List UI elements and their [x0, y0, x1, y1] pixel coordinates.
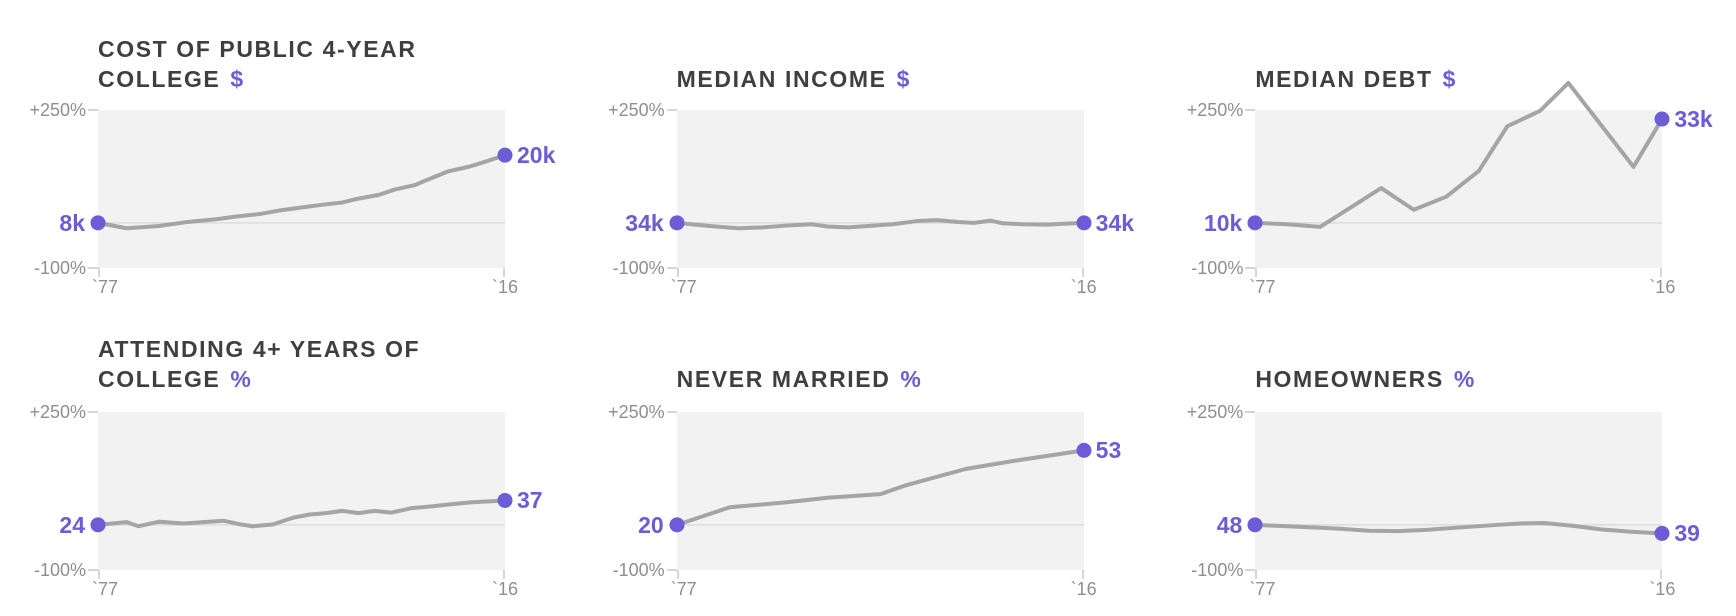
start-point-dot	[90, 215, 106, 231]
y-axis-label-top: +250%	[608, 402, 665, 422]
x-axis-label-end: `16	[491, 579, 518, 599]
end-value-label: 53	[1095, 437, 1122, 464]
plot-background	[98, 110, 505, 268]
x-axis-label-end: `16	[1649, 277, 1676, 297]
end-point-dot	[1654, 525, 1670, 541]
chart-title: MEDIAN DEBT $	[1255, 18, 1457, 94]
line-chart-canvas	[88, 109, 513, 277]
start-point-dot	[669, 215, 685, 231]
end-point-dot	[1076, 442, 1092, 458]
unit-symbol: %	[230, 366, 253, 392]
end-point-dot	[1076, 215, 1092, 231]
line-chart-canvas	[666, 109, 1092, 277]
trend-line	[1253, 521, 1665, 536]
y-axis-label-bottom: -100%	[33, 560, 86, 580]
plot-background	[676, 110, 1084, 268]
x-axis-label-start: `77	[92, 277, 119, 297]
start-point-dot	[90, 517, 106, 533]
chart-title: COST OF PUBLIC 4-YEAR COLLEGE $	[98, 18, 417, 94]
title-line: MEDIAN DEBT $	[1255, 66, 1458, 92]
title-line: HOMEOWNERS%	[1255, 366, 1476, 392]
title-line: ATTENDING 4+ YEARS OF	[98, 336, 421, 362]
title-line: MEDIAN INCOME $	[676, 66, 911, 92]
line-chart-canvas	[88, 411, 513, 579]
line-chart-canvas	[1245, 80, 1670, 277]
start-value-label: 48	[1216, 511, 1243, 538]
end-point-dot	[1654, 111, 1670, 127]
unit-symbol: %	[900, 366, 923, 392]
y-axis-label-bottom: -100%	[1191, 258, 1244, 278]
x-axis-label-start: `77	[670, 579, 697, 599]
title-line: COLLEGE $	[98, 66, 245, 92]
start-value-label: 34k	[625, 209, 664, 236]
y-axis-label-bottom: -100%	[612, 560, 665, 580]
x-axis-label-start: `77	[92, 579, 119, 599]
x-axis-label-end: `16	[1070, 579, 1097, 599]
trend-line	[674, 218, 1086, 231]
x-axis-label-end: `16	[1070, 277, 1097, 297]
start-point-dot	[1247, 215, 1263, 231]
x-axis-label-start: `77	[670, 277, 697, 297]
y-axis-label-top: +250%	[1186, 100, 1244, 120]
y-axis-label-top: +250%	[1186, 402, 1244, 422]
x-axis-label-start: `77	[1249, 579, 1276, 599]
trend-line	[1253, 80, 1665, 229]
y-axis-label-bottom: -100%	[612, 258, 665, 278]
end-value-label: 20k	[517, 142, 556, 169]
unit-symbol: $	[1442, 66, 1458, 92]
title-line: COST OF PUBLIC 4-YEAR	[98, 36, 417, 62]
y-axis-label-top: +250%	[29, 100, 86, 120]
y-axis-label-top: +250%	[608, 100, 665, 120]
line-chart-canvas	[666, 411, 1092, 579]
x-axis-label-start: `77	[1249, 277, 1276, 297]
trend-line	[674, 448, 1086, 527]
unit-symbol: $	[896, 66, 911, 92]
end-point-dot	[497, 147, 513, 163]
chart-title: MEDIAN INCOME $	[677, 18, 911, 94]
start-value-label: 20	[638, 511, 664, 538]
end-value-label: 34k	[1095, 209, 1135, 236]
chart-never-married: NEVER MARRIED% +250% -100% `77 `16 20 53	[579, 308, 1158, 616]
start-value-label: 8k	[59, 209, 85, 236]
start-value-label: 10k	[1203, 209, 1243, 236]
chart-homeowners: HOMEOWNERS% +250% -100% `77 `16 48 39	[1157, 308, 1736, 616]
end-value-label: 39	[1674, 520, 1700, 547]
plot-background	[98, 412, 505, 570]
start-point-dot	[1247, 517, 1263, 533]
plot-background	[676, 412, 1084, 570]
start-value-label: 24	[59, 511, 85, 538]
chart-cost-of-public-4-year-college: COST OF PUBLIC 4-YEAR COLLEGE $ +250% -100…	[0, 0, 579, 308]
unit-symbol: %	[1453, 366, 1476, 392]
end-value-label: 37	[517, 487, 543, 514]
x-axis-label-end: `16	[491, 277, 518, 297]
plot-background	[1255, 412, 1663, 570]
y-axis-label-bottom: -100%	[33, 258, 86, 278]
unit-symbol: $	[230, 66, 245, 92]
trend-line	[96, 498, 507, 529]
chart-median-debt: MEDIAN DEBT $ +250% -100% `77 `16 10k 33k	[1157, 0, 1736, 308]
line-chart-canvas	[1245, 411, 1670, 579]
chart-attending-4-plus-years-of-college: ATTENDING 4+ YEARS OF COLLEGE% +250% -100…	[0, 308, 579, 616]
title-line: COLLEGE%	[98, 366, 253, 392]
y-axis-label-top: +250%	[29, 402, 86, 422]
chart-median-income: MEDIAN INCOME $ +250% -100% `77 `16 34k 3…	[579, 0, 1158, 308]
start-point-dot	[669, 517, 685, 533]
chart-title: HOMEOWNERS%	[1255, 318, 1476, 394]
trend-line	[96, 153, 507, 231]
chart-title: NEVER MARRIED%	[677, 318, 923, 394]
x-axis-label-end: `16	[1649, 579, 1676, 599]
chart-title: ATTENDING 4+ YEARS OF COLLEGE%	[98, 318, 420, 394]
end-value-label: 33k	[1674, 106, 1713, 133]
end-point-dot	[497, 492, 513, 508]
y-axis-label-bottom: -100%	[1191, 560, 1244, 580]
title-line: NEVER MARRIED%	[676, 366, 923, 392]
